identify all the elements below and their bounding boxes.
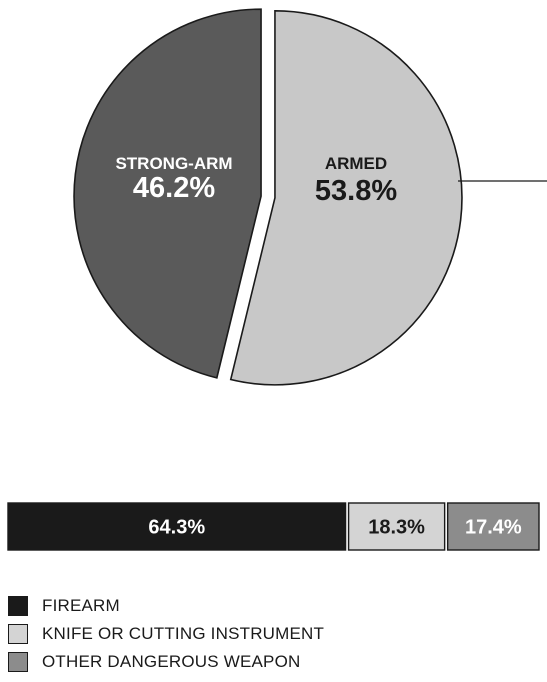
legend-item-firearm: FIREARM (8, 592, 324, 620)
bar-segment-firearm (7, 502, 347, 551)
legend-swatch-other (8, 652, 28, 672)
legend-swatch-knife (8, 624, 28, 644)
legend-item-knife: KNIFE OR CUTTING INSTRUMENT (8, 620, 324, 648)
bar-label-firearm: 64.3% (148, 517, 205, 539)
pie-label-strong-arm: STRONG-ARM (115, 154, 232, 173)
pie-slice-armed (229, 10, 463, 386)
legend-label-knife: KNIFE OR CUTTING INSTRUMENT (42, 624, 325, 643)
pie-label-armed: ARMED (325, 154, 387, 173)
pie-slice-strong-arm (73, 8, 262, 379)
bar-segment-knife (347, 502, 446, 551)
pie-value-armed: 53.8% (315, 175, 397, 207)
bar-segment-other (446, 502, 540, 551)
legend-label-other: OTHER DANGEROUS WEAPON (42, 652, 301, 671)
legend-swatch-firearm (8, 596, 28, 616)
legend-label-firearm: FIREARM (42, 596, 120, 615)
bar-label-knife: 18.3% (368, 517, 425, 539)
legend-item-other: OTHER DANGEROUS WEAPON (8, 648, 324, 676)
legend: FIREARM KNIFE OR CUTTING INSTRUMENT OTHE… (8, 592, 324, 676)
stacked-bar-chart: 64.3% 18.3% 17.4% (7, 502, 540, 551)
bar-label-other: 17.4% (465, 517, 522, 539)
pie-value-strong-arm: 46.2% (133, 172, 215, 204)
